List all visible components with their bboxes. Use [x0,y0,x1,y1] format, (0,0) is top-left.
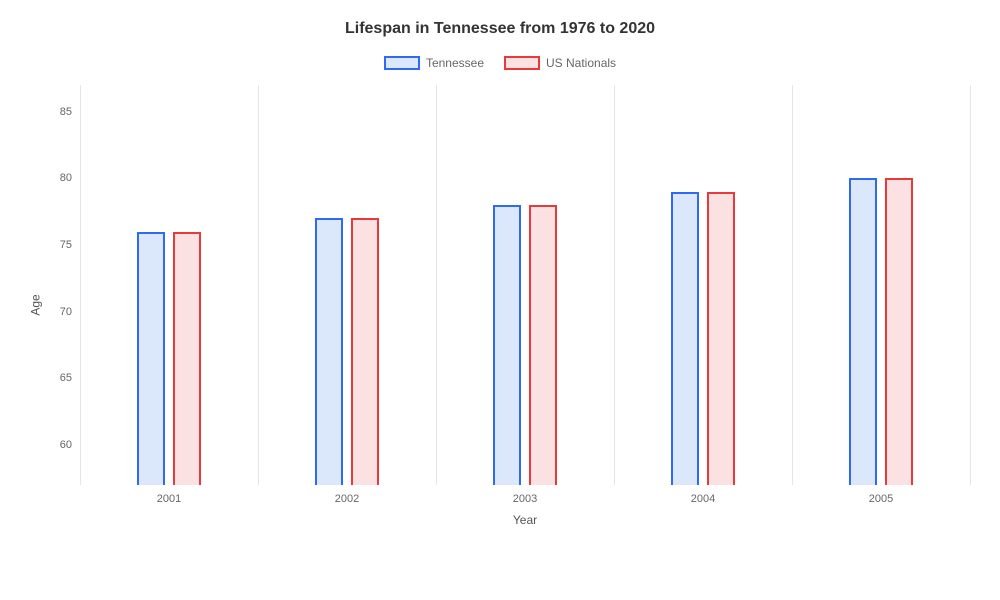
bar-group [315,218,379,485]
bar [173,232,201,485]
x-tick: 2004 [691,493,715,505]
bar-group [493,205,557,485]
bar-group [671,192,735,485]
legend-label: US Nationals [546,56,616,70]
bar [493,205,521,485]
y-tick: 85 [60,106,72,118]
plot-area [80,85,970,485]
x-axis-label: Year [513,513,537,527]
bar [671,192,699,485]
bars-layer [80,85,970,485]
bar [137,232,165,485]
bar [529,205,557,485]
bar [849,178,877,485]
y-tick: 65 [60,372,72,384]
y-tick: 70 [60,306,72,318]
x-tick: 2005 [869,493,893,505]
plot-wrapper: Age 606570758085 Year 200120022003200420… [30,85,970,525]
chart-legend: Tennessee US Nationals [30,56,970,70]
grid-line [970,85,971,485]
x-tick: 2003 [513,493,537,505]
bar [707,192,735,485]
y-tick: 60 [60,439,72,451]
legend-item: US Nationals [504,56,616,70]
chart-container: Lifespan in Tennessee from 1976 to 2020 … [0,0,1000,600]
bar-group [849,178,913,485]
legend-item: Tennessee [384,56,484,70]
x-tick: 2001 [157,493,181,505]
legend-swatch [384,56,420,70]
bar [315,218,343,485]
x-axis: Year 2001 2002 2003 2004 2005 [80,485,970,525]
y-tick: 75 [60,239,72,251]
bar-group [137,232,201,485]
bar [351,218,379,485]
x-tick: 2002 [335,493,359,505]
legend-swatch [504,56,540,70]
bar [885,178,913,485]
chart-title: Lifespan in Tennessee from 1976 to 2020 [30,20,970,38]
y-axis: 60 65 70 75 80 85 [30,85,80,485]
y-tick: 80 [60,172,72,184]
legend-label: Tennessee [426,56,484,70]
